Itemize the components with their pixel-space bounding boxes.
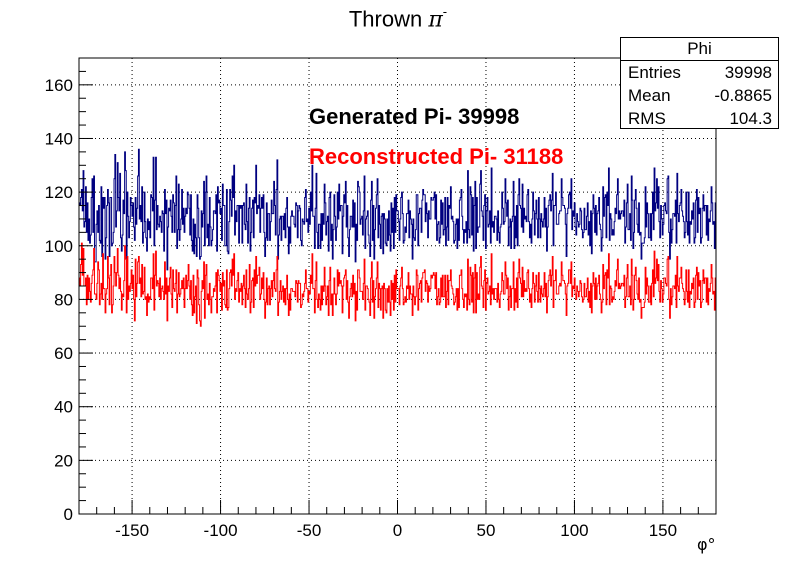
x-tick-label: 150 — [649, 521, 677, 540]
y-tick-label: 80 — [54, 290, 73, 309]
stats-label: Entries — [628, 63, 681, 82]
reconstructed-annotation: Reconstructed Pi- 31188 — [309, 144, 564, 169]
x-tick-label: 100 — [560, 521, 588, 540]
y-tick-label: 160 — [45, 76, 73, 95]
stats-label: Mean — [628, 86, 671, 105]
stats-value: -0.8865 — [714, 86, 772, 105]
reconstructed-series-line — [79, 242, 716, 327]
y-tick-label: 120 — [45, 183, 73, 202]
y-tick-label: 40 — [54, 398, 73, 417]
y-tick-label: 0 — [64, 505, 73, 524]
stats-value: 104.3 — [729, 109, 772, 128]
generated-annotation: Generated Pi- 39998 — [309, 104, 520, 129]
pi-symbol: π — [428, 7, 443, 33]
stats-box-title: Phi — [621, 38, 778, 61]
x-tick-label: 50 — [477, 521, 496, 540]
x-tick-label: -100 — [204, 521, 238, 540]
stats-label: RMS — [628, 109, 666, 128]
y-tick-label: 60 — [54, 344, 73, 363]
stats-row-rms: RMS 104.3 — [621, 107, 778, 130]
stats-box: Phi Entries 39998 Mean -0.8865 RMS 104.3 — [620, 37, 779, 129]
stats-value: 39998 — [724, 63, 772, 82]
x-tick-label: -50 — [297, 521, 322, 540]
axes: -150 -100 -50 0 50 100 150 0 20 40 60 80 100 120 140 16… — [45, 70, 699, 540]
generated-series-line — [79, 148, 716, 271]
y-tick-label: 100 — [45, 237, 73, 256]
x-tick-label: -150 — [115, 521, 149, 540]
histogram-series — [79, 148, 716, 327]
y-tick-label: 140 — [45, 129, 73, 148]
x-tick-label: 0 — [393, 521, 402, 540]
chart-title: Thrown π- — [348, 4, 448, 33]
y-tick-label: 20 — [54, 451, 73, 470]
x-axis-label: φ° — [697, 535, 716, 554]
title-superscript: - — [442, 4, 448, 19]
stats-row-mean: Mean -0.8865 — [621, 84, 778, 107]
stats-row-entries: Entries 39998 — [621, 61, 778, 84]
